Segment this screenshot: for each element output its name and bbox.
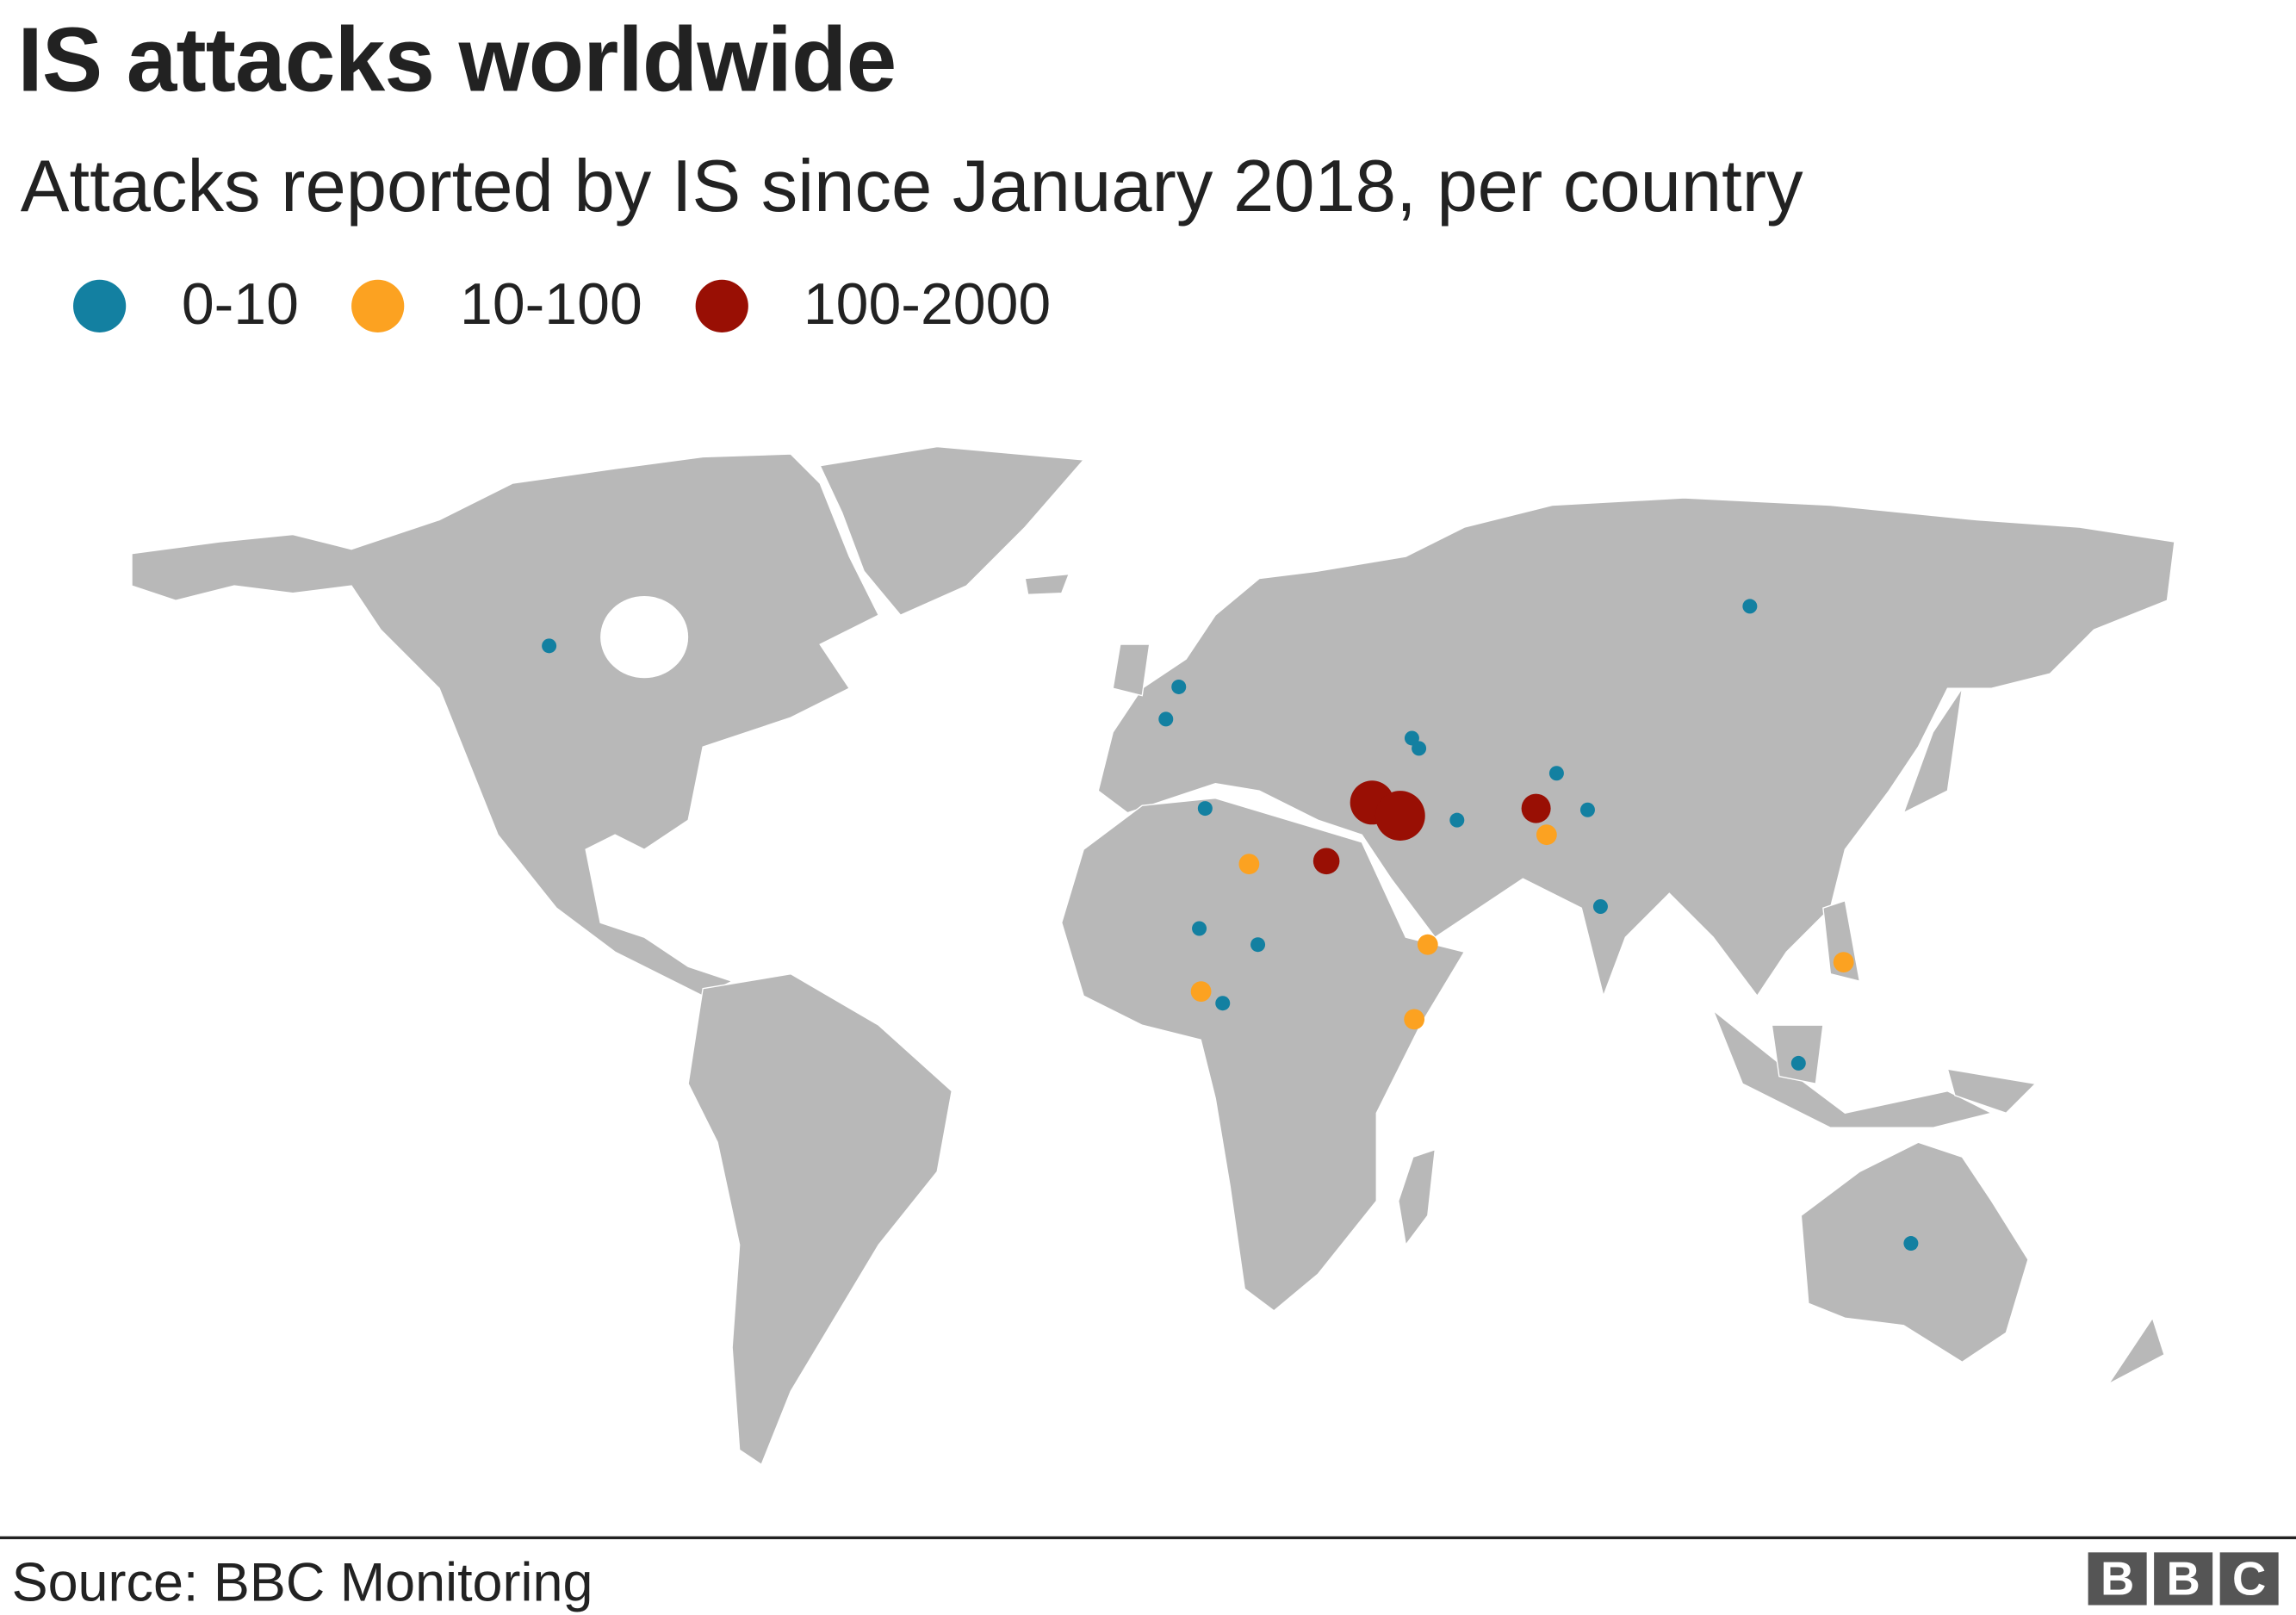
new-zealand xyxy=(2107,1316,2165,1385)
marker-0-10 xyxy=(1790,1055,1806,1071)
legend-label-high: 100-2000 xyxy=(803,272,1052,338)
uk xyxy=(1112,643,1151,697)
australia xyxy=(1800,1141,2029,1363)
subtitle: Attacks reported by IS since January 201… xyxy=(20,145,1803,227)
marker-0-10 xyxy=(1592,898,1608,914)
south-america xyxy=(687,972,953,1466)
borneo xyxy=(1771,1024,1824,1085)
legend-dot-high xyxy=(695,278,748,332)
marker-0-10 xyxy=(1404,730,1419,746)
marker-10-100 xyxy=(1536,824,1557,846)
marker-10-100 xyxy=(1190,981,1212,1003)
papua xyxy=(1946,1068,2037,1115)
land xyxy=(131,445,2175,1466)
marker-0-10 xyxy=(1903,1236,1919,1252)
madagascar xyxy=(1398,1148,1437,1246)
legend: 0-10 10-100 100-2000 xyxy=(73,272,1103,339)
legend-dot-mid xyxy=(351,278,405,332)
marker-0-10 xyxy=(1250,937,1266,953)
marker-10-100 xyxy=(1404,1009,1425,1030)
footer-divider xyxy=(0,1536,2296,1540)
page-title: IS attacks worldwide xyxy=(17,9,897,112)
marker-10-100 xyxy=(1238,854,1260,875)
indonesia xyxy=(1711,1009,1994,1128)
legend-label-low: 0-10 xyxy=(181,272,299,338)
north-america xyxy=(131,453,880,997)
africa xyxy=(1061,797,1466,1312)
marker-100-2000 xyxy=(1521,793,1551,823)
bbc-logo-c: C xyxy=(2219,1551,2279,1606)
marker-100-2000 xyxy=(1312,848,1340,875)
bbc-logo: B B C xyxy=(2088,1551,2279,1606)
marker-0-10 xyxy=(1197,801,1213,817)
marker-0-10 xyxy=(542,638,557,654)
bbc-logo-b1: B xyxy=(2088,1551,2147,1606)
marker-0-10 xyxy=(1215,996,1231,1011)
marker-0-10 xyxy=(1579,802,1595,817)
marker-10-100 xyxy=(1417,934,1438,955)
marker-0-10 xyxy=(1449,812,1465,828)
marker-0-10 xyxy=(1742,599,1758,614)
source-note: Source: BBC Monitoring xyxy=(11,1552,593,1613)
japan xyxy=(1902,687,1964,815)
markers xyxy=(542,599,1919,1252)
bbc-logo-b2: B xyxy=(2154,1551,2213,1606)
marker-0-10 xyxy=(1158,711,1174,727)
marker-0-10 xyxy=(1548,766,1564,781)
marker-100-2000 xyxy=(1374,791,1425,841)
eurasia xyxy=(1097,497,2175,998)
marker-0-10 xyxy=(1171,679,1187,694)
greenland xyxy=(819,445,1085,616)
legend-label-mid: 10-100 xyxy=(460,272,642,338)
marker-0-10 xyxy=(1192,921,1207,936)
iceland xyxy=(1024,573,1070,596)
marker-10-100 xyxy=(1833,952,1854,972)
legend-dot-low xyxy=(73,278,127,332)
hudson-bay xyxy=(600,596,689,679)
marker-0-10 xyxy=(1412,741,1427,756)
